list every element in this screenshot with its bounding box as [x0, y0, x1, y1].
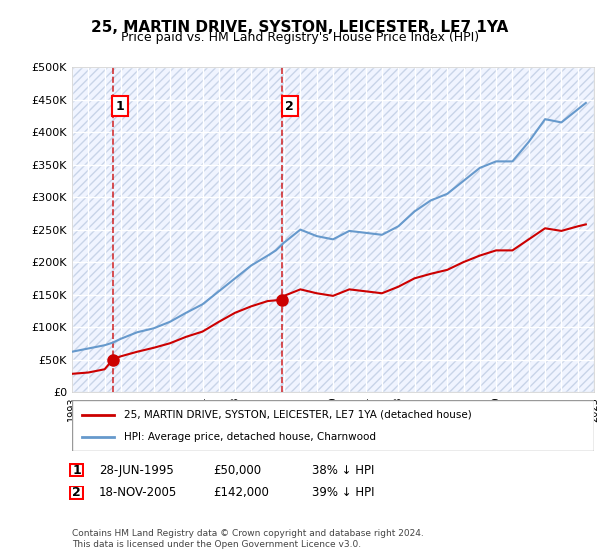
Text: 38% ↓ HPI: 38% ↓ HPI: [312, 464, 374, 477]
FancyBboxPatch shape: [72, 400, 594, 451]
Text: Price paid vs. HM Land Registry's House Price Index (HPI): Price paid vs. HM Land Registry's House …: [121, 31, 479, 44]
Text: Contains HM Land Registry data © Crown copyright and database right 2024.
This d: Contains HM Land Registry data © Crown c…: [72, 529, 424, 549]
FancyBboxPatch shape: [70, 486, 83, 499]
Text: 18-NOV-2005: 18-NOV-2005: [99, 486, 177, 500]
Text: 1: 1: [116, 100, 125, 113]
Text: 25, MARTIN DRIVE, SYSTON, LEICESTER, LE7 1YA (detached house): 25, MARTIN DRIVE, SYSTON, LEICESTER, LE7…: [124, 409, 472, 419]
Text: 2: 2: [286, 100, 294, 113]
Text: 2: 2: [72, 486, 81, 499]
Text: 1: 1: [72, 464, 81, 477]
Text: 39% ↓ HPI: 39% ↓ HPI: [312, 486, 374, 500]
Text: £50,000: £50,000: [213, 464, 261, 477]
Text: 25, MARTIN DRIVE, SYSTON, LEICESTER, LE7 1YA: 25, MARTIN DRIVE, SYSTON, LEICESTER, LE7…: [91, 20, 509, 35]
Text: 28-JUN-1995: 28-JUN-1995: [99, 464, 174, 477]
Text: HPI: Average price, detached house, Charnwood: HPI: Average price, detached house, Char…: [124, 432, 376, 442]
FancyBboxPatch shape: [70, 464, 83, 477]
Text: £142,000: £142,000: [213, 486, 269, 500]
